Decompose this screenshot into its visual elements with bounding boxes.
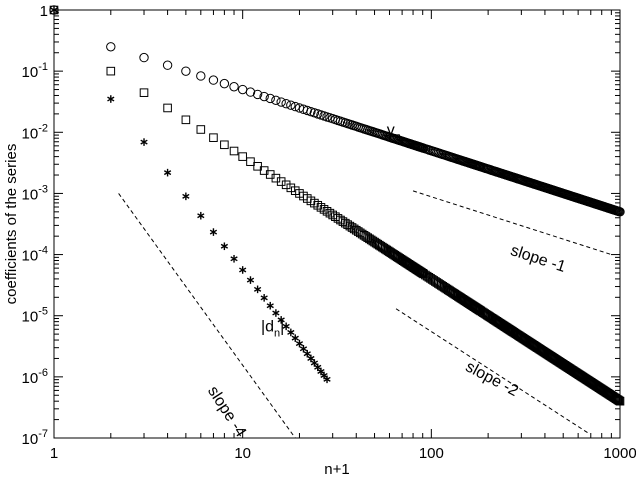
asterisk-marker bbox=[253, 285, 262, 294]
y-tick-label: 10-4 bbox=[22, 245, 48, 265]
square-marker bbox=[139, 88, 149, 97]
asterisk-marker bbox=[299, 344, 308, 353]
circle-marker bbox=[271, 95, 281, 106]
circle-marker bbox=[615, 207, 625, 217]
asterisk-marker bbox=[266, 301, 274, 310]
y-tick-label: 10-6 bbox=[22, 367, 48, 387]
y-tick-label: 10-3 bbox=[22, 183, 48, 203]
asterisk-marker bbox=[323, 375, 331, 384]
annotation-label: slope -4 bbox=[204, 383, 249, 440]
x-tick-label: 100 bbox=[419, 445, 444, 462]
asterisk-marker bbox=[163, 168, 172, 177]
circle-marker bbox=[259, 91, 269, 102]
y-tick-label: 10-2 bbox=[22, 122, 48, 142]
square-marker bbox=[246, 157, 255, 166]
annotation-label: slope -2 bbox=[463, 358, 521, 400]
circle-marker bbox=[265, 93, 275, 104]
annotation-label: |dn| bbox=[261, 319, 284, 340]
y-tick-label: 1 bbox=[40, 3, 48, 20]
annotation-label: γn bbox=[387, 122, 401, 143]
circle-marker bbox=[181, 66, 191, 76]
circle-marker bbox=[162, 60, 173, 70]
circle-marker bbox=[245, 87, 256, 97]
circle-marker bbox=[276, 97, 286, 107]
x-tick-label: 10 bbox=[234, 445, 251, 462]
asterisk-marker bbox=[272, 309, 280, 317]
circle-marker bbox=[281, 98, 291, 109]
reference-line bbox=[118, 193, 296, 439]
y-tick-label: 10-1 bbox=[22, 61, 48, 81]
y-axis-label: coefficients of the series bbox=[3, 144, 20, 305]
reference-line bbox=[395, 308, 589, 434]
asterisk-marker bbox=[246, 276, 255, 284]
x-axis-label: n+1 bbox=[324, 461, 349, 478]
circle-marker bbox=[252, 89, 263, 100]
square-marker bbox=[238, 152, 247, 161]
circle-marker bbox=[286, 100, 296, 110]
circle-marker bbox=[302, 105, 312, 116]
square-marker bbox=[229, 146, 239, 156]
square-marker bbox=[612, 395, 622, 404]
circle-marker bbox=[290, 101, 300, 112]
asterisk-marker bbox=[277, 316, 285, 324]
square-marker bbox=[220, 140, 229, 150]
asterisk-marker bbox=[295, 339, 304, 348]
asterisk-marker bbox=[197, 211, 205, 220]
circle-marker bbox=[229, 82, 239, 92]
square-marker bbox=[341, 218, 350, 228]
square-marker bbox=[281, 180, 291, 190]
asterisk-marker bbox=[287, 328, 295, 337]
square-marker bbox=[196, 125, 206, 134]
asterisk-marker bbox=[307, 354, 315, 363]
annotation-label: an bbox=[399, 252, 414, 273]
annotation-label: slope -1 bbox=[508, 242, 567, 276]
asterisk-marker bbox=[209, 228, 218, 236]
data-marks bbox=[49, 5, 625, 406]
square-marker bbox=[613, 395, 623, 405]
square-marker bbox=[209, 133, 218, 142]
asterisk-marker bbox=[303, 349, 311, 358]
asterisk-marker bbox=[282, 322, 290, 331]
circle-marker bbox=[237, 84, 248, 95]
axes: 1 10 100 1000 1 10-1 10-2 10-3 10-4 10-5 10-6 10-7 bbox=[22, 3, 636, 462]
plot-frame bbox=[53, 9, 621, 439]
asterisk-marker bbox=[50, 6, 58, 14]
square-marker bbox=[333, 214, 343, 223]
asterisk-marker bbox=[239, 266, 247, 274]
circle-marker bbox=[106, 42, 116, 52]
x-tick-label: 1000 bbox=[603, 445, 636, 462]
reference-lines bbox=[118, 190, 612, 439]
square-marker bbox=[181, 115, 191, 125]
asterisk-marker bbox=[260, 294, 268, 302]
square-marker bbox=[286, 183, 296, 193]
square-marker bbox=[615, 396, 625, 406]
asterisk-marker bbox=[107, 95, 115, 103]
square-marker bbox=[163, 103, 172, 113]
asterisk-marker bbox=[230, 254, 238, 263]
asterisk-marker bbox=[291, 334, 299, 342]
circle-marker bbox=[196, 71, 206, 81]
square-marker bbox=[276, 177, 286, 186]
circle-marker bbox=[208, 75, 219, 85]
x-tick-label: 1 bbox=[50, 445, 58, 462]
y-tick-label: 10-7 bbox=[22, 428, 48, 448]
circle-marker bbox=[139, 52, 149, 63]
square-marker bbox=[338, 217, 348, 226]
y-tick-label: 10-5 bbox=[22, 306, 48, 326]
asterisk-marker bbox=[140, 138, 148, 146]
circle-marker bbox=[219, 78, 230, 89]
square-marker bbox=[106, 66, 116, 76]
asterisk-marker bbox=[220, 242, 229, 251]
square-marker bbox=[614, 396, 624, 405]
asterisk-marker bbox=[182, 192, 190, 201]
square-marker bbox=[336, 215, 345, 225]
